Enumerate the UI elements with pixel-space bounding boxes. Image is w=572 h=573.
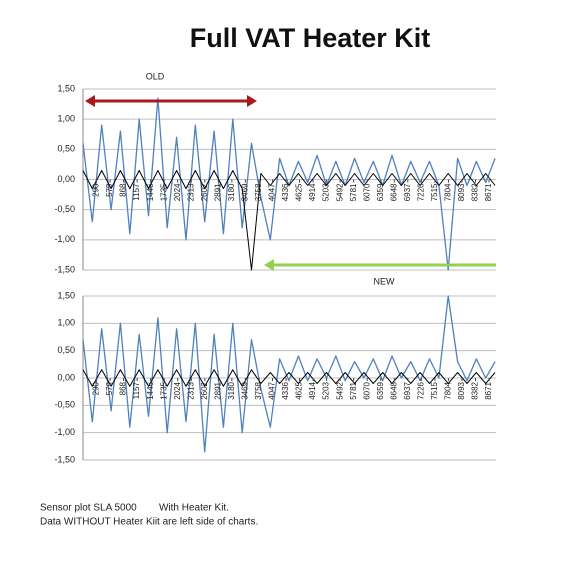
x-tick-label: 8093	[457, 381, 466, 399]
x-tick-label: 868	[119, 381, 128, 395]
arrow-head	[247, 95, 257, 107]
arrow-head	[85, 95, 95, 107]
x-tick-label: 5492	[335, 183, 344, 201]
x-tick-label: 8093	[457, 183, 466, 201]
y-tick-label: 1,00	[57, 318, 75, 328]
x-tick-label: 1735	[159, 183, 168, 201]
x-tick-label: 3180	[227, 183, 236, 201]
y-tick-label: 0,50	[57, 345, 75, 355]
annotation: OLD	[146, 71, 165, 81]
footer-line: Data WITHOUT Heater Kiit are left side o…	[40, 517, 258, 528]
y-tick-label: 1,50	[57, 290, 75, 300]
x-tick-label: 8671	[484, 183, 493, 201]
x-tick-label: 4047	[268, 183, 277, 201]
y-tick-label: 1,00	[57, 114, 75, 124]
y-tick-label: -1,50	[54, 454, 75, 464]
x-tick-label: 6937	[403, 381, 412, 399]
x-tick-label: 5203	[322, 183, 331, 201]
x-tick-label: 2891	[213, 381, 222, 399]
x-tick-label: 4914	[308, 381, 317, 399]
x-tick-label: 3469	[241, 183, 250, 201]
x-tick-label: 7515	[430, 381, 439, 399]
y-tick-label: 0,00	[57, 174, 75, 184]
x-tick-label: 6359	[376, 381, 385, 399]
x-tick-label: 7804	[444, 381, 453, 399]
x-tick-label: 7804	[444, 183, 453, 201]
x-tick-label: 2891	[213, 183, 222, 201]
x-tick-label: 4914	[308, 183, 317, 201]
x-tick-label: 3758	[254, 183, 263, 201]
x-tick-label: 6070	[362, 381, 371, 399]
x-tick-label: 3180	[227, 381, 236, 399]
x-tick-label: 5492	[335, 381, 344, 399]
x-tick-label: 1157	[132, 381, 141, 399]
x-tick-label: 8382	[471, 381, 480, 399]
plots: 1,50 1,00 0,50 0,00 -0,50 -1,00 -1,50 290 579 868…	[54, 71, 496, 464]
x-tick-label: 1446	[146, 183, 155, 201]
x-tick-label: 2024	[173, 183, 182, 201]
y-tick-label: -1,00	[54, 427, 75, 437]
x-tick-label: 5781	[349, 381, 358, 399]
y-tick-label: -1,50	[54, 264, 75, 274]
y-tick-label: -1,00	[54, 234, 75, 244]
y-tick-label: 0,50	[57, 144, 75, 154]
x-tick-label: 2313	[186, 183, 195, 201]
x-tick-label: 290	[92, 381, 101, 395]
x-tick-label: 4047	[268, 381, 277, 399]
x-tick-label: 579	[105, 381, 114, 395]
x-tick-label: 8671	[484, 381, 493, 399]
y-tick-label: -0,50	[54, 400, 75, 410]
x-tick-label: 4336	[281, 183, 290, 201]
arrow-head	[264, 259, 274, 271]
y-tick-label: 1,50	[57, 83, 75, 93]
data-line	[82, 369, 496, 387]
y-tick-label: 0,00	[57, 372, 75, 382]
data-line	[82, 295, 496, 453]
x-tick-label: 6648	[389, 381, 398, 399]
y-tick-label: -0,50	[54, 204, 75, 214]
x-tick-label: 6070	[362, 183, 371, 201]
x-tick-label: 1735	[159, 381, 168, 399]
x-tick-label: 3469	[241, 381, 250, 399]
x-tick-label: 290	[92, 183, 101, 197]
x-tick-label: 5203	[322, 381, 331, 399]
footer-line: Sensor plot SLA 5000 With Heater Kit.	[40, 503, 229, 514]
x-tick-label: 7226	[416, 381, 425, 399]
x-tick-label: 7515	[430, 183, 439, 201]
x-tick-label: 2313	[186, 381, 195, 399]
x-tick-label: 4625	[295, 183, 304, 201]
x-tick-label: 868	[119, 183, 128, 197]
x-tick-label: 4336	[281, 381, 290, 399]
annotation: NEW	[374, 276, 396, 286]
x-tick-label: 2024	[173, 381, 182, 399]
x-tick-label: 7226	[416, 183, 425, 201]
x-tick-label: 1446	[146, 381, 155, 399]
x-tick-label: 579	[105, 183, 114, 197]
x-tick-label: 6937	[403, 183, 412, 201]
page-title: Full VAT Heater Kit	[190, 23, 431, 53]
data-line	[82, 170, 496, 271]
x-tick-label: 1157	[132, 183, 141, 201]
x-tick-label: 2602	[200, 183, 209, 201]
x-tick-label: 6359	[376, 183, 385, 201]
x-tick-label: 6648	[389, 183, 398, 201]
x-tick-label: 5781	[349, 183, 358, 201]
x-tick-label: 4625	[295, 381, 304, 399]
x-tick-label: 3758	[254, 381, 263, 399]
x-tick-label: 8382	[471, 183, 480, 201]
x-tick-label: 2602	[200, 381, 209, 399]
